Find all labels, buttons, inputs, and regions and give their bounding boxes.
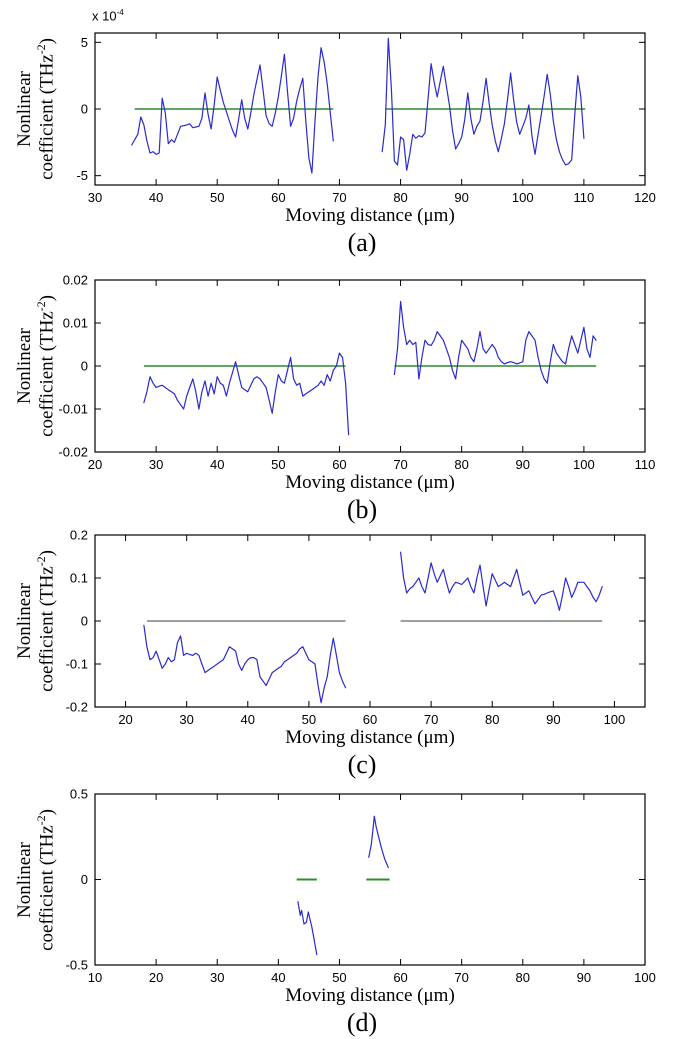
y-axis-label-line2: coefficient (THz-2) (35, 809, 58, 951)
x-axis-label: Moving distance (μm) (285, 472, 455, 493)
subplot-caption: (c) (347, 750, 377, 779)
x-tick-label: 40 (210, 457, 224, 472)
x-tick-label: 110 (574, 190, 595, 205)
exponent-sup: -4 (116, 8, 124, 17)
x-axis-label: Moving distance (μm) (285, 205, 455, 226)
data-trace (143, 624, 347, 704)
y-tick-label: -5 (76, 168, 88, 183)
y-tick-label: 0 (81, 102, 88, 117)
x-tick-label: 70 (454, 970, 468, 985)
plot-area-d: 10 20 30 40 50 60 70 80 90 100 -0.5 0 0.5 (66, 787, 656, 986)
x-tick-label: 40 (149, 190, 163, 205)
x-tick-label: 70 (393, 457, 407, 472)
subplot-caption: (d) (346, 1008, 378, 1037)
plot-area-a: 30 40 50 60 70 80 90 100 110 120 -5 0 5 (76, 32, 656, 205)
y-tick-label: -0.02 (58, 445, 88, 460)
y-tick-label: 0.5 (70, 787, 88, 802)
y-axis-exponent: x 10-4 (92, 8, 124, 23)
x-tick-label: 20 (88, 457, 102, 472)
y-axis-label-line1: Nonlinear (14, 842, 36, 918)
x-tick-label: 50 (271, 457, 285, 472)
x-tick-label: 100 (512, 190, 534, 205)
x-tick-label: 80 (454, 457, 468, 472)
y-axis-label: Nonlinear coefficient (THz-2) (14, 809, 58, 951)
x-tick-label: 60 (363, 712, 377, 727)
y-tick-label: 0.01 (63, 316, 88, 331)
y-tick-label: 0.1 (70, 571, 88, 586)
y-axis-label-line2: coefficient (THz-2) (35, 38, 58, 180)
data-trace (131, 47, 334, 174)
exponent-prefix: x 10 (92, 8, 117, 24)
x-tick-label: 100 (604, 712, 626, 727)
y-tick-label: -0.2 (66, 700, 88, 715)
x-tick-label: 120 (634, 190, 656, 205)
y-tick-label: 0 (81, 614, 88, 629)
x-tick-label: 50 (210, 190, 224, 205)
y-axis-label-line1: Nonlinear (14, 583, 36, 659)
x-tick-label: 10 (88, 970, 102, 985)
y-tick-label: 0.2 (70, 528, 88, 543)
x-tick-label: 30 (210, 970, 224, 985)
y-tick-label: 0.02 (63, 273, 88, 288)
subplot-c: 20 30 40 50 60 70 80 90 100 -0.2 -0.1 0 0.1 0.2 Nonli… (0, 515, 690, 779)
data-trace (381, 37, 585, 171)
x-tick-label: 30 (179, 712, 193, 727)
subplot-caption: (b) (346, 495, 378, 524)
y-tick-label: 0 (81, 872, 88, 887)
x-tick-label: 100 (634, 970, 656, 985)
data-trace (393, 300, 597, 384)
y-axis-label-line2: coefficient (THz-2) (35, 295, 58, 437)
x-axis-label: Moving distance (μm) (285, 985, 455, 1006)
y-tick-label: -0.5 (66, 958, 88, 973)
y-axis-label-line2: coefficient (THz-2) (35, 550, 58, 692)
data-trace (368, 815, 389, 869)
x-tick-label: 20 (118, 712, 132, 727)
data-trace (400, 551, 603, 611)
x-tick-label: 70 (332, 190, 346, 205)
x-tick-label: 80 (393, 190, 407, 205)
x-tick-label: 90 (546, 712, 560, 727)
x-tick-label: 60 (393, 970, 407, 985)
data-trace (143, 352, 350, 436)
x-tick-label: 40 (241, 712, 255, 727)
y-axis-label: Nonlinear coefficient (THz-2) (14, 38, 58, 180)
x-tick-label: 20 (149, 970, 163, 985)
plot-area-c: 20 30 40 50 60 70 80 90 100 -0.2 -0.1 0 0.1 0.2 (66, 528, 646, 727)
y-tick-label: 5 (81, 35, 88, 50)
x-tick-label: 30 (149, 457, 163, 472)
x-tick-label: 60 (332, 457, 346, 472)
y-tick-label: -0.01 (58, 402, 88, 417)
x-tick-label: 50 (302, 712, 316, 727)
data-trace (297, 901, 318, 956)
x-tick-label: 30 (88, 190, 102, 205)
subplot-caption: (a) (347, 228, 377, 257)
subplot-a: 30 40 50 60 70 80 90 100 110 120 -5 0 5 x 10-4 Nonli… (0, 0, 690, 258)
x-tick-label: 80 (516, 970, 530, 985)
x-tick-label: 90 (516, 457, 530, 472)
x-tick-label: 50 (332, 970, 346, 985)
y-tick-label: -0.1 (66, 657, 88, 672)
y-tick-label: 0 (81, 359, 88, 374)
subplot-d: 10 20 30 40 50 60 70 80 90 100 -0.5 0 0.5 Nonlinear … (0, 777, 690, 1039)
plot-area-b: 20 30 40 50 60 70 80 90 100 110 -0.02 -0.01 0 0.01 0.0… (58, 273, 656, 473)
x-tick-label: 70 (424, 712, 438, 727)
x-tick-label: 60 (271, 190, 285, 205)
x-tick-label: 110 (635, 457, 656, 472)
x-tick-label: 90 (577, 970, 591, 985)
y-axis-label-line1: Nonlinear (14, 71, 36, 147)
x-tick-label: 80 (485, 712, 499, 727)
x-tick-label: 90 (454, 190, 468, 205)
subplot-b: 20 30 40 50 60 70 80 90 100 110 -0.02 -0.01 0 0.01 0.0… (0, 258, 690, 525)
x-axis-label: Moving distance (μm) (285, 727, 455, 748)
y-axis-label-line1: Nonlinear (14, 328, 36, 404)
y-axis-label: Nonlinear coefficient (THz-2) (14, 295, 58, 437)
x-tick-label: 100 (573, 457, 595, 472)
x-tick-label: 40 (271, 970, 285, 985)
y-axis-label: Nonlinear coefficient (THz-2) (14, 550, 58, 692)
